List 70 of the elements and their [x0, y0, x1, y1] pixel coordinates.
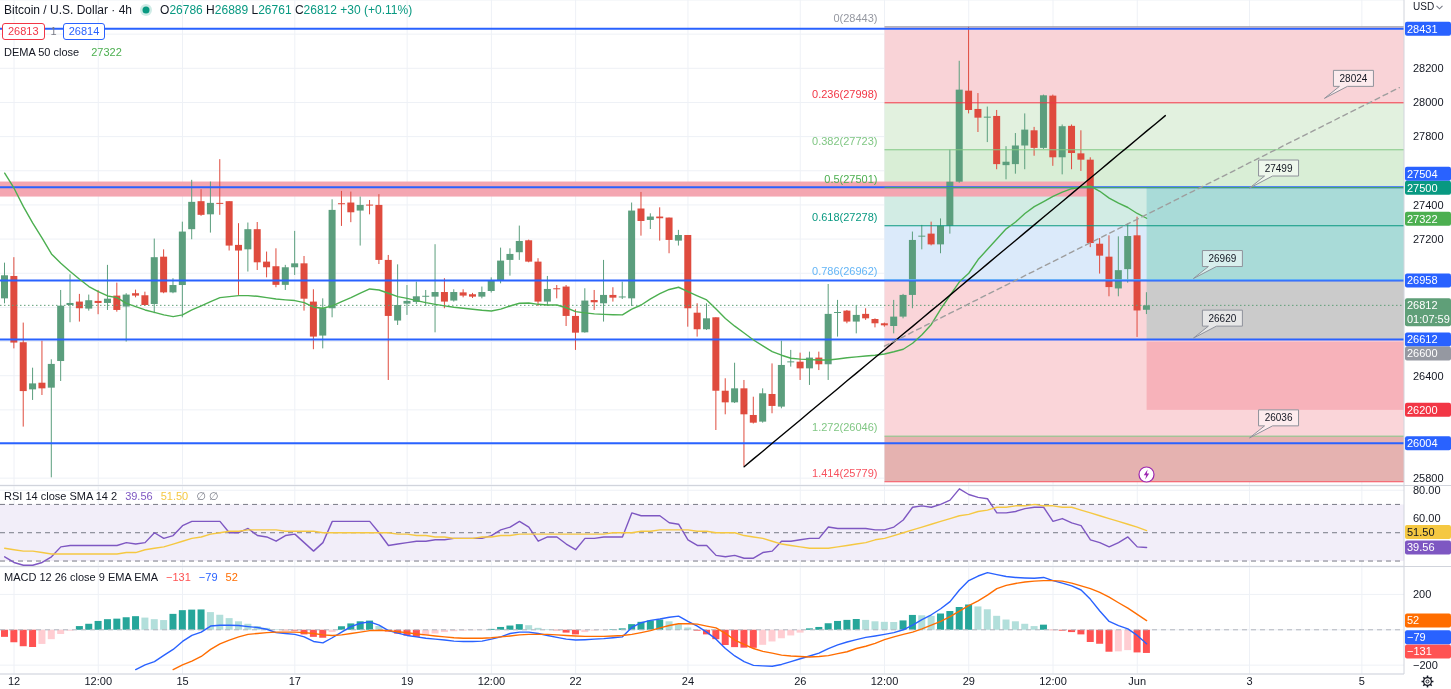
x-tick-label: 24	[681, 675, 695, 688]
chart-title: MACD 12 26 close 9 EMA EMA	[4, 570, 159, 585]
annotation: 39.56	[125, 490, 153, 502]
ref-line-label: 0.618(27278)	[812, 210, 878, 223]
ref-line-label: 27504	[1407, 167, 1438, 180]
annotation: DEMA 50 close	[4, 45, 80, 59]
x-tick-label: 12:00	[870, 675, 899, 688]
annotation: 52	[225, 571, 238, 583]
annotation: 27499	[1264, 162, 1293, 174]
ref-line-label: 26004	[1407, 437, 1438, 450]
annotation: 26814	[62, 23, 106, 40]
x-tick-label: Jun	[1128, 675, 1147, 688]
y-tick-label: 28000	[1413, 96, 1444, 109]
x-tick-label: 29	[962, 675, 975, 688]
annotation: −79	[198, 571, 218, 583]
text: −131	[1407, 645, 1432, 658]
annotation: 28024	[1339, 72, 1368, 84]
text: 39.56	[1407, 541, 1435, 554]
chart-title: Bitcoin / U.S. Dollar · 4h	[4, 2, 133, 18]
x-tick-label: 12:00	[477, 675, 506, 688]
annotation: 1	[50, 24, 57, 39]
annotation: 51.50	[160, 490, 189, 502]
text: 51.50	[1407, 525, 1435, 538]
ref-line-label: 0(28443)	[833, 11, 878, 24]
x-tick-label: 12	[7, 675, 21, 688]
y-tick-label: −200	[1413, 659, 1438, 672]
annotation: −131	[166, 571, 191, 583]
y-tick-label: 60.00	[1413, 512, 1441, 525]
x-tick-label: 26	[794, 675, 807, 688]
text: O26786 H26889 L26761 C26812 +30 (+0.11%)	[160, 3, 413, 17]
annotation: 26036	[1264, 412, 1293, 424]
text: 52	[1407, 614, 1420, 627]
x-tick-label: 19	[401, 675, 414, 688]
ref-line-label: 26812 01:07:59	[1407, 299, 1450, 326]
y-tick-label: 26400	[1413, 369, 1444, 382]
y-tick-label: 27200	[1413, 232, 1444, 245]
ref-line-label: 1.414(25779)	[812, 466, 878, 479]
ref-line-label: 0.5(27501)	[824, 172, 878, 185]
ref-line-label: 0.382(27723)	[812, 134, 878, 147]
text: 26200	[1407, 403, 1438, 416]
text: 27500	[1407, 181, 1438, 194]
x-tick-label: 15	[176, 675, 189, 688]
ref-line-label: 26612	[1407, 333, 1438, 346]
y-axis-title: USD	[1413, 1, 1435, 13]
x-tick-label: 12:00	[84, 675, 113, 688]
annotation: 26813	[2, 23, 45, 40]
ref-line-label: 28431	[1407, 22, 1438, 35]
ref-line-label: 1.272(26046)	[812, 421, 878, 434]
y-tick-label: 80.00	[1413, 484, 1441, 497]
chart-title: RSI 14 close SMA 14 2	[4, 489, 118, 504]
y-tick-label: 27800	[1413, 130, 1444, 143]
x-tick-label: 5	[1358, 675, 1365, 688]
text: 27322	[1407, 212, 1438, 225]
x-tick-label: 17	[288, 675, 301, 688]
ref-line-label: 0.786(26962)	[812, 264, 878, 277]
x-tick-label: 22	[569, 675, 582, 688]
y-tick-label: 27400	[1413, 198, 1444, 211]
ref-line-label: 26958	[1407, 274, 1438, 287]
annotation: 27322	[91, 45, 122, 59]
y-tick-label: 200	[1413, 588, 1432, 601]
annotation: ∅ ∅	[196, 490, 219, 502]
ref-line-label: 0.236(27998)	[812, 87, 878, 100]
text: 26600	[1407, 347, 1438, 360]
x-tick-label: 3	[1246, 675, 1253, 688]
annotation: 26969	[1208, 253, 1237, 265]
y-tick-label: 28200	[1413, 62, 1444, 75]
text: −79	[1407, 631, 1426, 644]
x-tick-label: 12:00	[1039, 675, 1067, 688]
annotation: 26620	[1208, 312, 1237, 324]
y-tick-label: 25800	[1413, 472, 1444, 485]
